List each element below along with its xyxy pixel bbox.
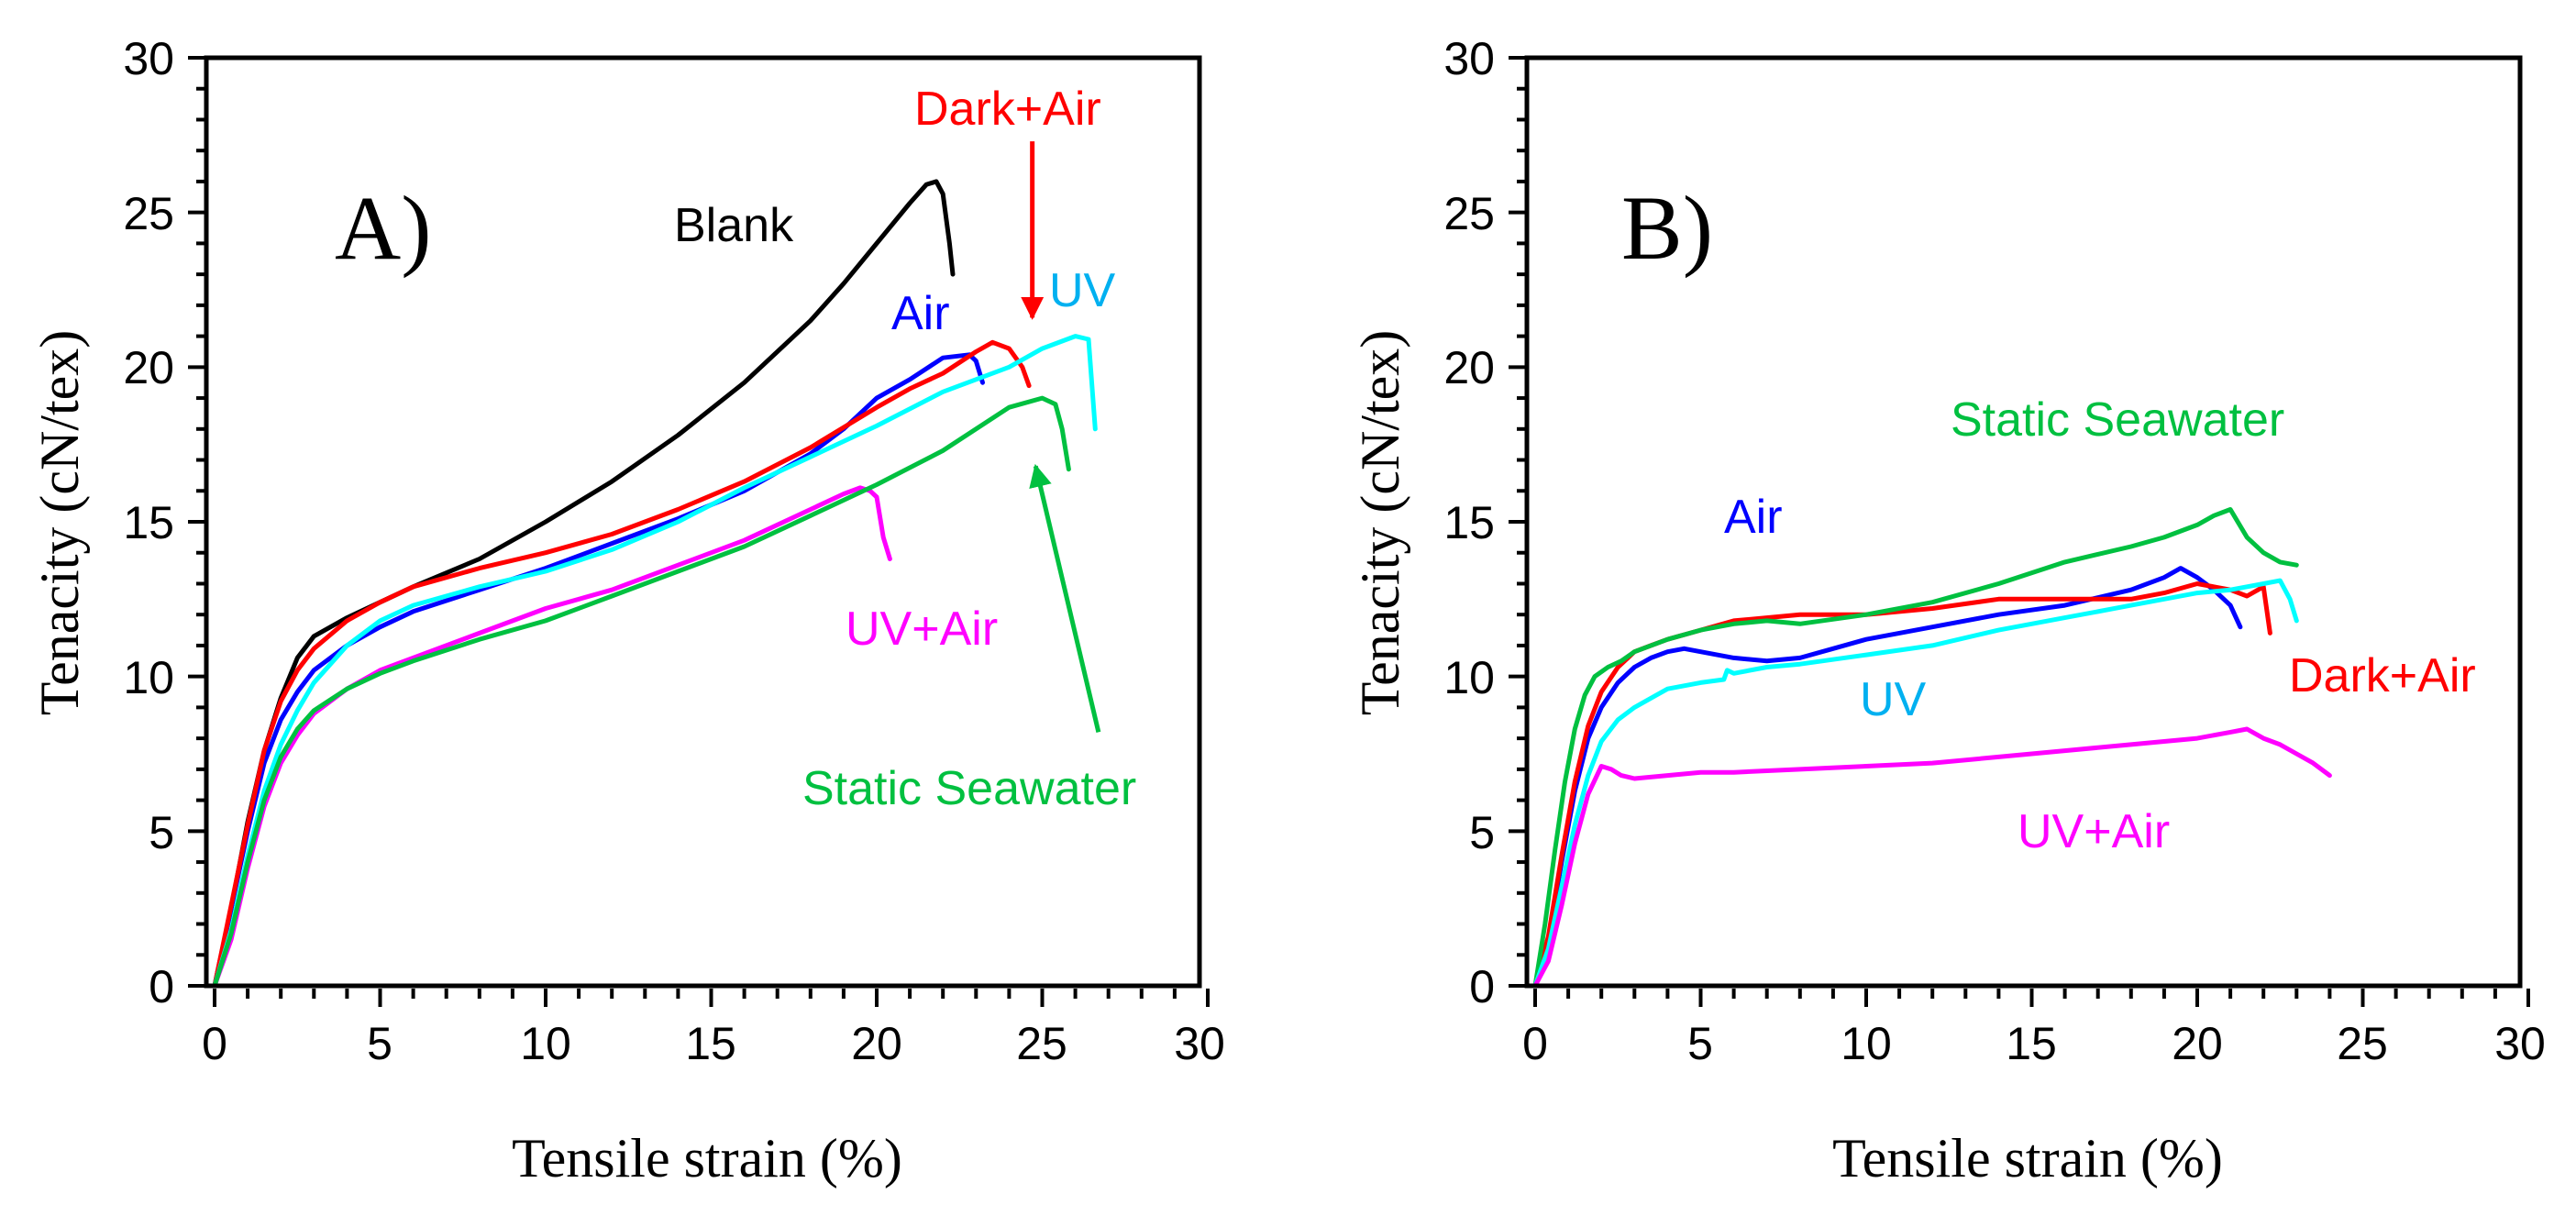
ticks-layer-b	[1509, 56, 2530, 1007]
series-label-static-seawater: Static Seawater	[1951, 393, 2284, 447]
y-axis-title-b: Tenacity (cN/tex)	[1350, 330, 1410, 716]
series-label-dark-air: Dark+Air	[2289, 649, 2476, 702]
series-line-static-seawater	[212, 395, 1071, 989]
annotation-arrow-static-seawater	[1029, 463, 1101, 733]
series-layer-b	[1532, 507, 2332, 989]
series-line-uv	[1532, 578, 2299, 989]
series-line-dark-air	[212, 339, 1032, 989]
series-label-uv-air: UV+Air	[2018, 805, 2170, 858]
series-line-air	[212, 352, 985, 989]
x-axis-title-b: Tensile strain (%)	[1832, 1128, 2223, 1188]
panel-label-a: A)	[335, 177, 432, 279]
x-tick-label: 15	[685, 1018, 736, 1069]
series-line-dark-air	[1532, 581, 2272, 989]
y-tick-label: 15	[1443, 497, 1495, 548]
series-label-static-seawater: Static Seawater	[802, 762, 1136, 815]
series-line-uv-air	[1532, 726, 2332, 989]
y-tick-label: 25	[123, 188, 174, 239]
series-label-uv: UV	[1860, 673, 1927, 726]
chart-panel-b: B) 0 5 10 15 20 25 30 0 5 10 15 20 25 30…	[1350, 33, 2546, 1188]
x-tick-label: 30	[2494, 1018, 2546, 1069]
series-label-air: Air	[891, 287, 950, 340]
panel-label-b: B)	[1621, 177, 1713, 279]
series-line-uv-air	[212, 485, 892, 989]
series-line-blank	[212, 179, 956, 989]
x-tick-label: 10	[1841, 1018, 1892, 1069]
y-tick-label: 25	[1443, 188, 1495, 239]
y-tick-label: 0	[1469, 961, 1495, 1012]
y-tick-label: 10	[1443, 652, 1495, 703]
series-line-static-seawater	[1532, 507, 2299, 989]
y-tick-label: 15	[123, 497, 174, 548]
y-tick-label: 0	[149, 961, 174, 1012]
y-tick-label: 20	[123, 342, 174, 393]
y-axis-title-a: Tenacity (cN/tex)	[29, 330, 90, 716]
series-label-dark-air: Dark+Air	[914, 83, 1101, 136]
y-tick-label: 5	[149, 807, 174, 858]
series-label-blank: Blank	[674, 199, 794, 252]
y-tick-label: 10	[123, 652, 174, 703]
ticks-layer-a	[188, 56, 1210, 1007]
y-tick-label: 20	[1443, 342, 1495, 393]
chart-panel-a: A) 0 5 10 15 20 25 30 0 5 10 15 20 25 30…	[29, 33, 1225, 1188]
series-label-uv: UV	[1049, 264, 1116, 317]
series-label-uv-air: UV+Air	[846, 602, 998, 656]
x-tick-label: 30	[1174, 1018, 1225, 1069]
y-tick-label: 5	[1469, 807, 1495, 858]
x-tick-label: 25	[2337, 1018, 2388, 1069]
x-tick-label: 15	[2006, 1018, 2057, 1069]
series-layer-a	[212, 179, 1098, 989]
x-tick-label: 0	[1522, 1018, 1548, 1069]
series-line-uv	[212, 334, 1098, 989]
x-tick-label: 20	[2172, 1018, 2223, 1069]
y-tick-label: 30	[1443, 33, 1495, 84]
series-label-air: Air	[1724, 491, 1783, 544]
series-line-air	[1532, 566, 2243, 989]
x-tick-label: 5	[1687, 1018, 1713, 1069]
x-tick-label: 10	[520, 1018, 571, 1069]
x-tick-label: 0	[202, 1018, 227, 1069]
y-tick-label: 30	[123, 33, 174, 84]
x-tick-label: 5	[367, 1018, 392, 1069]
x-axis-title-a: Tensile strain (%)	[512, 1128, 902, 1188]
x-tick-label: 20	[851, 1018, 902, 1069]
x-tick-label: 25	[1016, 1018, 1067, 1069]
